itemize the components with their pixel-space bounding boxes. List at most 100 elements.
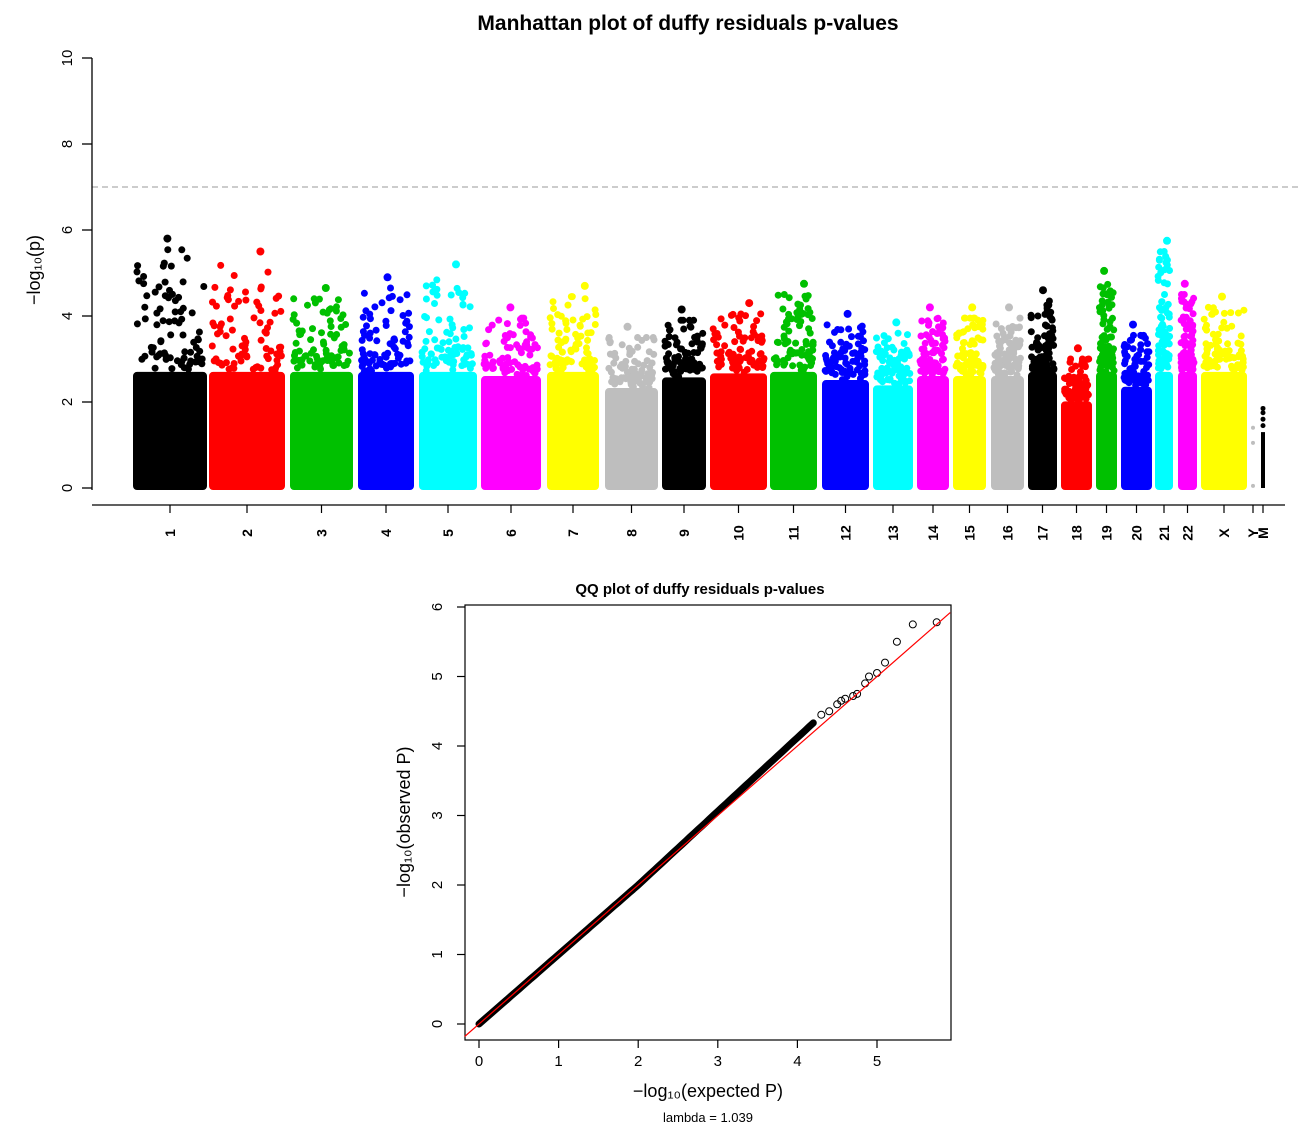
- snp-point: [554, 311, 562, 319]
- snp-point: [383, 364, 390, 372]
- chromosome-label: 12: [838, 525, 854, 541]
- chromosome-15-top-hit: [968, 303, 977, 312]
- snp-point: [717, 360, 725, 368]
- snp-point: [856, 362, 864, 370]
- snp-point: [1203, 321, 1210, 329]
- snp-point: [179, 278, 187, 286]
- snp-point: [757, 350, 765, 358]
- snp-point: [226, 315, 234, 323]
- snp-point: [1041, 321, 1049, 329]
- snp-point: [387, 307, 395, 315]
- snp-point: [609, 351, 617, 359]
- snp-point: [459, 300, 467, 308]
- snp-point: [250, 314, 258, 322]
- snp-point: [976, 336, 984, 343]
- snp-point: [396, 296, 404, 304]
- snp-point: [301, 352, 309, 360]
- snp-point: [665, 350, 673, 358]
- qq-y-tick-label: 5: [429, 672, 446, 680]
- snp-point: [1110, 326, 1118, 334]
- snp-point: [755, 357, 763, 365]
- snp-point: [789, 362, 797, 370]
- snp-point: [1106, 318, 1114, 326]
- snp-point: [1143, 353, 1151, 361]
- snp-point: [334, 296, 342, 304]
- snp-point: [171, 317, 179, 325]
- qq-point: [837, 696, 846, 705]
- snp-point: [555, 343, 563, 351]
- snp-point: [178, 246, 186, 254]
- snp-point: [629, 383, 637, 391]
- snp-point: [1099, 290, 1107, 298]
- snp-point: [1099, 346, 1107, 354]
- snp-point: [1039, 354, 1047, 361]
- snp-point: [906, 377, 914, 385]
- chromosome-7-top-hit: [580, 281, 589, 290]
- snp-point: [757, 310, 765, 318]
- snp-point: [1186, 367, 1194, 375]
- snp-point: [368, 356, 376, 364]
- snp-point: [931, 346, 939, 354]
- snp-point: [1158, 329, 1166, 337]
- snp-point: [289, 315, 297, 323]
- snp-point: [920, 366, 927, 374]
- chromosome-13-points: [872, 318, 914, 490]
- snp-point: [210, 322, 218, 330]
- chromosome-20-points: [1120, 320, 1153, 490]
- snp-point: [453, 284, 461, 292]
- snp-point: [1145, 348, 1153, 356]
- qq-point: [825, 707, 834, 716]
- snp-point: [1223, 324, 1231, 332]
- snp-point: [1237, 347, 1245, 355]
- qq-point: [908, 620, 917, 629]
- snp-point: [780, 335, 788, 343]
- snp-point: [273, 350, 281, 358]
- qq-lambda-label: lambda = 1.039: [663, 1110, 753, 1125]
- snp-point: [740, 368, 748, 376]
- chromosome-14-dense-band: [917, 376, 949, 490]
- snp-point: [1155, 263, 1163, 271]
- qq-point: [865, 672, 873, 681]
- manhattan-y-tick-label: 10: [59, 50, 76, 67]
- snp-point: [1130, 331, 1137, 339]
- snp-point: [642, 378, 650, 386]
- snp-point: [682, 350, 689, 358]
- snp-point: [495, 316, 503, 324]
- snp-point: [729, 358, 737, 366]
- snp-point: [1121, 341, 1129, 348]
- snp-point: [358, 363, 366, 370]
- snp-point: [611, 380, 619, 388]
- snp-point: [396, 351, 404, 359]
- snp-point: [226, 286, 234, 294]
- chromosome-9-dense-band: [662, 377, 706, 490]
- snp-point: [181, 348, 189, 356]
- snp-point: [750, 323, 758, 330]
- chromosome-21-dense-band: [1155, 371, 1173, 490]
- snp-point: [959, 345, 966, 353]
- snp-point: [311, 361, 319, 369]
- qq-x-tick-label: 5: [873, 1053, 881, 1070]
- snp-point: [770, 355, 778, 363]
- snp-point: [1222, 355, 1230, 363]
- snp-point: [366, 315, 374, 323]
- snp-point: [173, 357, 181, 365]
- snp-point: [888, 343, 896, 351]
- snp-point: [327, 323, 335, 330]
- chromosome-label: 19: [1099, 525, 1115, 541]
- snp-point: [1096, 308, 1104, 316]
- snp-point: [687, 323, 695, 331]
- snp-point: [842, 359, 850, 367]
- snp-point: [1103, 335, 1111, 343]
- snp-point: [1081, 362, 1089, 369]
- snp-point: [522, 328, 530, 336]
- snp-point: [717, 315, 725, 323]
- snp-point: [804, 292, 812, 300]
- qq-point: [873, 669, 881, 677]
- snp-point: [1097, 367, 1105, 375]
- snp-point: [680, 325, 688, 333]
- snp-point: [786, 348, 794, 356]
- snp-point: [1220, 318, 1228, 326]
- snp-point: [253, 363, 261, 371]
- snp-point: [135, 277, 143, 285]
